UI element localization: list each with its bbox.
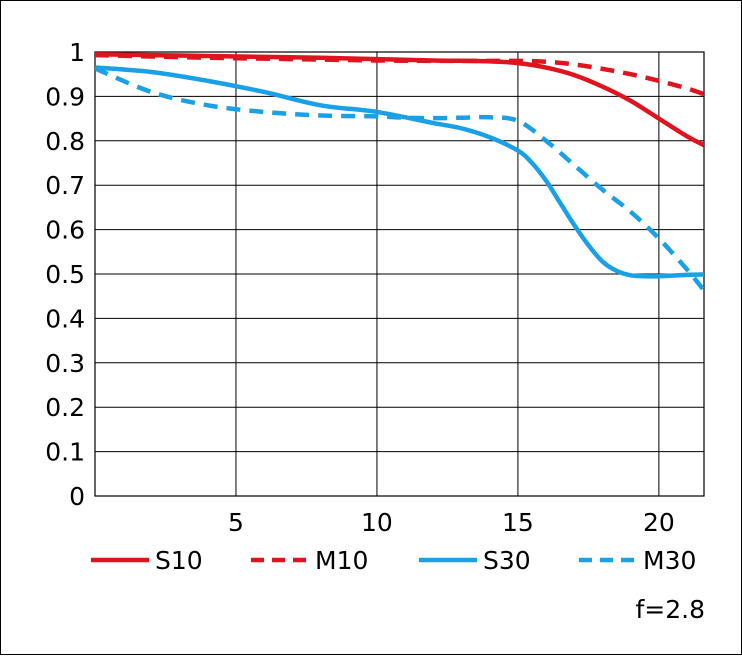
x-tick-label: 15 [502, 508, 534, 537]
grid [94, 51, 705, 497]
y-tick-label: 0.7 [45, 171, 85, 200]
aperture-annotation: f=2.8 [635, 595, 705, 624]
y-tick-label: 0.2 [45, 393, 85, 422]
y-tick-label: 0 [69, 482, 85, 511]
y-tick-label: 0.6 [45, 216, 85, 245]
y-tick-label: 0.8 [45, 127, 85, 156]
y-tick-label: 0.1 [45, 438, 85, 467]
y-tick-label: 0.5 [45, 260, 85, 289]
x-tick-label: 5 [228, 508, 244, 537]
y-tick-label: 0.3 [45, 349, 85, 378]
plot-border [94, 51, 705, 497]
axes: 00.10.20.30.40.50.60.70.80.915 10 15 20 [45, 38, 675, 537]
x-tick-label: 10 [361, 508, 393, 537]
legend: S10 M10 S30 M30 [91, 546, 696, 575]
legend-label-m30: M30 [643, 546, 696, 575]
series-lines [95, 51, 704, 292]
y-tick-label: 0.4 [45, 304, 85, 333]
y-tick-label: 0.9 [45, 82, 85, 111]
series-line-s30 [95, 65, 704, 279]
series-line-m10 [95, 52, 704, 97]
legend-label-s30: S30 [483, 546, 531, 575]
x-tick-label: 20 [643, 508, 675, 537]
legend-label-m10: M10 [315, 546, 368, 575]
y-tick-label: 1 [69, 38, 85, 67]
series-line-m30 [95, 66, 704, 292]
legend-label-s10: S10 [155, 546, 203, 575]
